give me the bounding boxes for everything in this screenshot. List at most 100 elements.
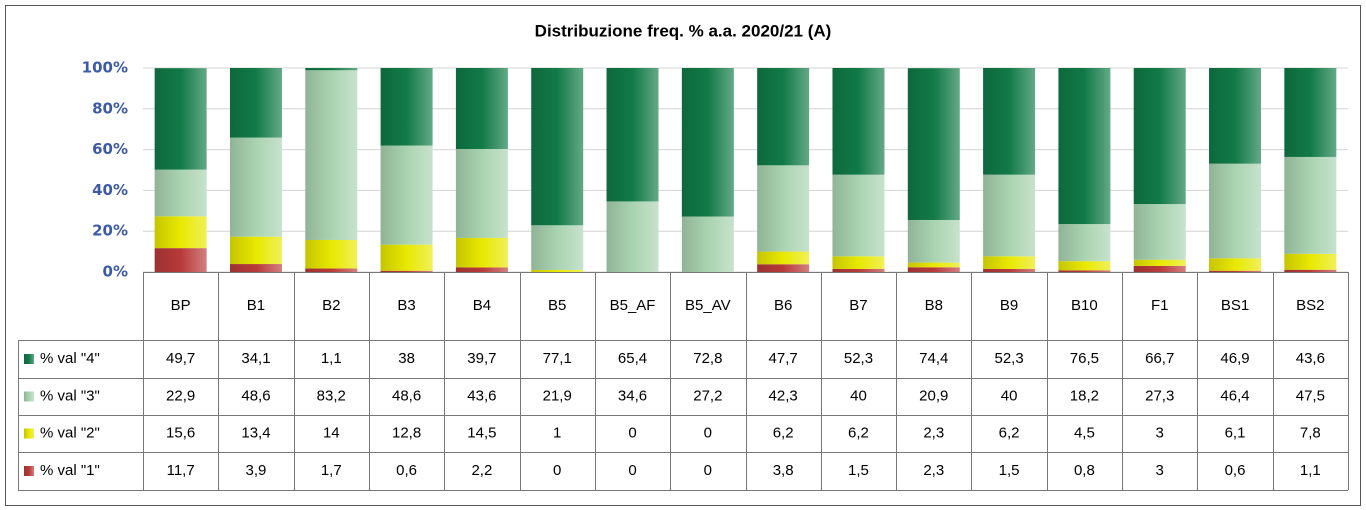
table-value: 42,3: [769, 387, 798, 404]
bar-segment: [1058, 224, 1111, 262]
table-value: 0: [628, 424, 636, 441]
bar-segment: [681, 216, 734, 272]
bar-segment: [907, 267, 960, 272]
table-value: 48,6: [392, 387, 421, 404]
table-value: 76,5: [1070, 350, 1099, 367]
category-label: B10: [1071, 297, 1098, 314]
table-value: 6,2: [773, 424, 794, 441]
table-value: 66,7: [1145, 350, 1174, 367]
bar-segment: [757, 251, 810, 265]
bar-segment: [229, 236, 282, 265]
bar-segment: [154, 216, 207, 249]
table-value: 12,8: [392, 424, 421, 441]
bar-segment: [380, 145, 433, 245]
table-value: 0: [553, 462, 561, 479]
table-value: 0,8: [1074, 462, 1095, 479]
bar-segment: [305, 268, 358, 272]
category-label: B3: [397, 297, 415, 314]
bar-segment: [832, 68, 885, 175]
table-value: 65,4: [618, 350, 647, 367]
table-value: 72,8: [693, 350, 722, 367]
table-value: 11,7: [167, 462, 195, 479]
table-value: 34,1: [241, 350, 270, 367]
bar-segment: [757, 264, 810, 272]
legend-label: % val "1": [40, 462, 100, 479]
bar-segment: [1133, 204, 1186, 260]
bar-segment: [531, 225, 584, 270]
table-value: 0: [704, 424, 712, 441]
bar-segment: [1284, 253, 1337, 270]
category-label: B5_AV: [685, 297, 731, 314]
table-value: 4,5: [1074, 424, 1095, 441]
y-tick-label: 20%: [92, 222, 128, 240]
bar-segment: [983, 68, 1036, 175]
legend-key: [24, 428, 34, 439]
table-value: 46,9: [1220, 350, 1249, 367]
table-value: 49,7: [166, 350, 195, 367]
bar-segment: [154, 68, 207, 170]
bar-segment: [1284, 68, 1337, 157]
table-value: 3: [1156, 424, 1164, 441]
table-value: 20,9: [919, 387, 948, 404]
table-value: 43,6: [1296, 350, 1325, 367]
legend-key: [24, 391, 34, 402]
y-tick-label: 60%: [92, 140, 128, 158]
bar-segment: [606, 68, 659, 202]
table-value: 18,2: [1070, 387, 1099, 404]
y-tick-label: 0%: [103, 263, 128, 281]
bar-segment: [1209, 270, 1262, 272]
table-value: 15,6: [166, 424, 195, 441]
table-value: 3: [1156, 462, 1164, 479]
bar-segment: [757, 68, 810, 166]
bar-segment: [380, 270, 433, 272]
bar-segment: [1209, 68, 1262, 164]
category-label: BS1: [1221, 297, 1249, 314]
table-value: 3,8: [773, 462, 794, 479]
y-tick-label: 40%: [92, 181, 128, 199]
bar-segment: [1133, 259, 1186, 266]
bar-segment: [907, 262, 960, 268]
category-label: F1: [1151, 297, 1169, 314]
bar-segment: [380, 244, 433, 271]
table-value: 27,2: [693, 387, 722, 404]
table-value: 6,2: [999, 424, 1020, 441]
category-label: BS2: [1296, 297, 1324, 314]
bar-segment: [1058, 261, 1111, 271]
bar-segment: [681, 68, 734, 217]
table-value: 40: [850, 387, 867, 404]
bar-segment: [832, 268, 885, 272]
legend-label: % val "2": [40, 424, 100, 441]
bar-segment: [305, 239, 358, 269]
bar-segment: [455, 267, 508, 272]
table-value: 0,6: [1225, 462, 1246, 479]
table-value: 0: [628, 462, 636, 479]
bar-segment: [305, 68, 358, 71]
table-value: 13,4: [241, 424, 270, 441]
table-value: 1,5: [999, 462, 1020, 479]
table-value: 0: [704, 462, 712, 479]
table-value: 7,8: [1300, 424, 1321, 441]
bar-segment: [1284, 156, 1337, 254]
table-value: 38: [398, 350, 415, 367]
table-value: 34,6: [618, 387, 647, 404]
bar-segment: [305, 70, 358, 240]
table-value: 3,9: [246, 462, 267, 479]
chart-title: Distribuzione freq. % a.a. 2020/21 (A): [535, 21, 832, 40]
legend-key: [24, 354, 34, 364]
bar-segment: [757, 165, 810, 252]
y-tick-label: 80%: [92, 99, 128, 117]
table-value: 1,1: [321, 350, 342, 367]
table-value: 39,7: [467, 350, 496, 367]
category-label: B8: [925, 297, 943, 314]
bar-segment: [229, 137, 282, 237]
category-label: B5_AF: [610, 297, 656, 314]
legend-key: [24, 466, 34, 476]
table-value: 14,5: [467, 424, 496, 441]
table-value: 47,5: [1296, 387, 1325, 404]
table-value: 46,4: [1220, 387, 1249, 404]
table-value: 2,2: [471, 462, 492, 479]
table-value: 48,6: [241, 387, 270, 404]
table-value: 40: [1001, 387, 1018, 404]
bar-segment: [1133, 265, 1186, 272]
bar-segment: [229, 68, 282, 138]
